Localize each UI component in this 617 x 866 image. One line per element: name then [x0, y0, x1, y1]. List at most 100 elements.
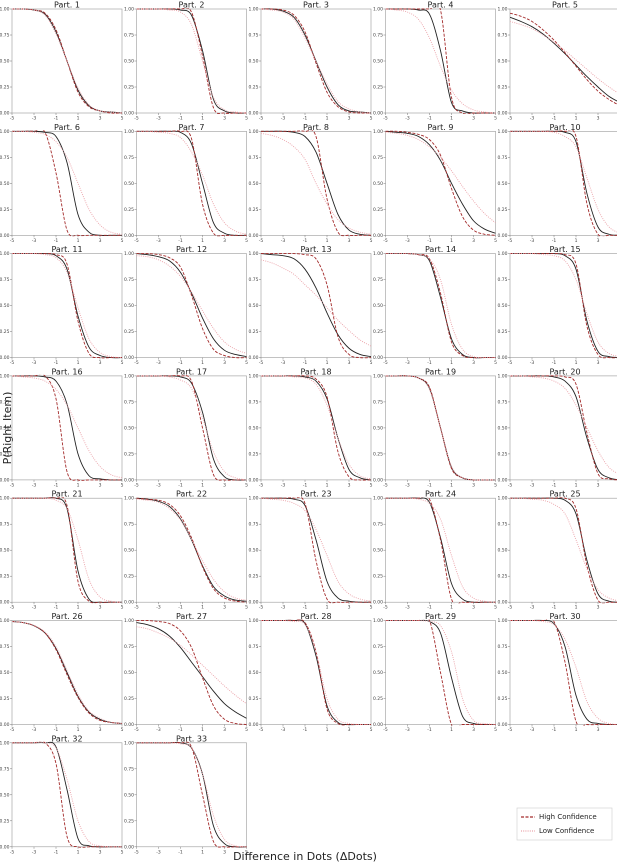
y-tick-label: 0.25 [497, 207, 507, 213]
y-tick-label: 0.00 [248, 722, 258, 728]
panel: Part. 1 0.00 0.25 0.50 0.75 1.00 -5 -3 -1 1 3 5 [0, 1, 124, 122]
x-tick-label: 5 [245, 482, 248, 488]
panel: Part. 15 0.00 0.25 0.50 0.75 1.00 -5 -3 -1 1 3 5 [497, 245, 617, 366]
curve [510, 252, 617, 358]
y-tick-label: 0.00 [0, 600, 10, 606]
y-tick-label: 0.25 [124, 451, 134, 457]
curve [136, 626, 247, 705]
x-tick-label: 1 [575, 116, 578, 122]
plot-frame [385, 131, 496, 236]
x-tick-label: -5 [508, 482, 513, 488]
x-tick-label: 1 [450, 605, 453, 611]
plot-frame [509, 8, 617, 114]
x-tick-label: -5 [134, 238, 139, 244]
x-tick-label: -3 [281, 360, 286, 366]
plot-frame [385, 8, 496, 114]
y-tick-label: 0.50 [0, 181, 10, 187]
x-tick-label: -1 [178, 727, 183, 733]
y-tick-label: 0.25 [373, 329, 383, 335]
panel-title: Part. 18 [300, 367, 331, 376]
y-tick-label: 0.75 [0, 155, 10, 161]
y-tick-label: 0.25 [124, 85, 134, 91]
panel-title: Part. 21 [51, 490, 82, 499]
y-tick-label: 0.75 [124, 766, 134, 772]
plot-frame [136, 131, 247, 236]
x-tick-label: 3 [597, 238, 600, 244]
y-tick-label: 1.00 [373, 129, 383, 135]
y-tick-label: 0.50 [0, 303, 10, 309]
x-tick-label: 5 [494, 605, 497, 611]
y-tick-label: 0.50 [0, 59, 10, 65]
y-tick-label: 1.00 [0, 251, 10, 257]
x-tick-label: 5 [370, 482, 373, 488]
y-tick-label: 0.75 [373, 155, 383, 161]
curve [510, 619, 617, 726]
x-tick-label: 1 [575, 482, 578, 488]
y-tick-label: 0.50 [373, 303, 383, 309]
y-tick-label: 1.00 [373, 618, 383, 624]
panel-title: Part. 26 [51, 612, 82, 621]
panel: Part. 27 0.00 0.25 0.50 0.75 1.00 -5 -3 -1 1 3 5 [124, 612, 248, 733]
y-tick-label: 0.50 [124, 548, 134, 554]
x-tick-label: -5 [134, 727, 139, 733]
y-tick-label: 1.00 [0, 129, 10, 135]
x-tick-label: 3 [99, 849, 102, 855]
x-tick-label: 1 [326, 727, 329, 733]
y-tick-label: 0.50 [124, 181, 134, 187]
x-tick-label: -5 [259, 238, 264, 244]
x-tick-label: 1 [201, 360, 204, 366]
curve [136, 498, 247, 601]
y-tick-label: 0.50 [124, 425, 134, 431]
curve [12, 130, 122, 235]
curve [385, 497, 496, 603]
y-tick-label: 0.50 [248, 59, 258, 65]
curve [12, 621, 122, 724]
y-tick-label: 0.75 [124, 399, 134, 405]
x-tick-label: -5 [259, 727, 264, 733]
curve [136, 497, 247, 602]
curve [136, 130, 247, 237]
y-tick-label: 1.00 [0, 7, 10, 13]
y-tick-label: 1.00 [373, 251, 383, 257]
x-tick-label: 5 [370, 605, 373, 611]
y-tick-label: 0.00 [124, 600, 134, 606]
x-tick-label: 5 [121, 116, 124, 122]
x-tick-label: 3 [223, 849, 226, 855]
x-tick-label: 1 [575, 605, 578, 611]
y-tick-label: 0.25 [373, 696, 383, 702]
plot-frame [509, 253, 617, 358]
x-tick-label: -1 [303, 238, 308, 244]
x-tick-label: -1 [427, 238, 432, 244]
x-tick-label: -1 [552, 360, 557, 366]
x-tick-label: 3 [597, 482, 600, 488]
curve [136, 8, 247, 114]
y-tick-label: 0.25 [248, 574, 258, 580]
curve [510, 497, 617, 603]
x-tick-label: -5 [10, 360, 15, 366]
x-tick-label: -3 [405, 482, 410, 488]
curve [136, 619, 247, 725]
y-tick-label: 0.00 [373, 355, 383, 361]
plot-frame [136, 375, 247, 481]
y-tick-label: 0.50 [0, 425, 10, 431]
curve [385, 375, 496, 481]
x-tick-label: 5 [121, 238, 124, 244]
panel: Part. 33 0.00 0.25 0.50 0.75 1.00 -5 -3 -1 1 3 5 [124, 734, 248, 855]
y-tick-label: 0.50 [373, 59, 383, 65]
y-tick-label: 1.00 [124, 373, 134, 379]
y-tick-label: 0.25 [124, 329, 134, 335]
y-tick-label: 0.25 [248, 207, 258, 213]
y-tick-label: 0.00 [497, 477, 507, 483]
y-tick-label: 1.00 [124, 7, 134, 13]
panel: Part. 17 0.00 0.25 0.50 0.75 1.00 -5 -3 -1 1 3 5 [124, 367, 248, 488]
x-tick-label: -5 [134, 605, 139, 611]
x-tick-label: 3 [223, 605, 226, 611]
curve [385, 497, 496, 603]
x-tick-label: 1 [201, 116, 204, 122]
curve [136, 375, 247, 481]
curve [261, 130, 371, 237]
y-tick-label: 1.00 [497, 373, 507, 379]
curve [12, 8, 122, 114]
x-tick-label: -1 [178, 482, 183, 488]
panel-title: Part. 14 [425, 245, 456, 254]
